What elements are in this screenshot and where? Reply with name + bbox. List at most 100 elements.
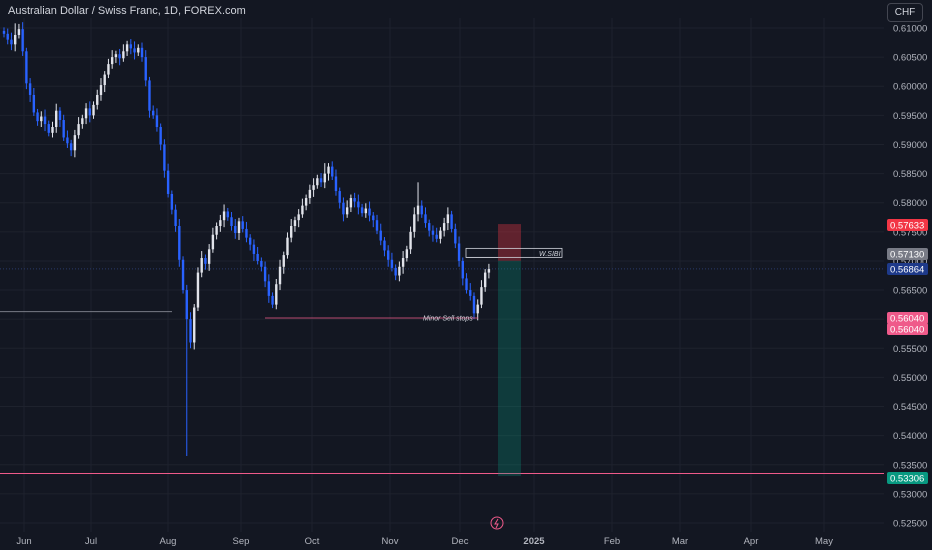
candle-body: [308, 189, 312, 199]
candle-body: [193, 307, 196, 343]
candle-body: [428, 223, 431, 231]
candle-body: [226, 211, 229, 218]
candle-body: [263, 266, 267, 282]
y-tick-label: 0.60500: [893, 53, 927, 64]
candle-body: [483, 272, 487, 288]
price-tag-bg: [887, 263, 928, 275]
candle-body: [248, 237, 252, 245]
candle-body: [10, 39, 13, 45]
candle-body: [457, 243, 461, 261]
candle-body: [155, 115, 159, 127]
candle-body: [442, 223, 446, 231]
currency-button[interactable]: CHF: [887, 3, 923, 22]
y-tick-label: 0.58500: [893, 169, 927, 180]
candle-body: [327, 166, 330, 174]
price-axis[interactable]: 0.61000 0.60500 0.60000 0.59500 0.59000 0.585…: [893, 24, 927, 530]
candle-body: [99, 85, 103, 95]
horizontal-levels: [0, 268, 884, 474]
annotations: W.SIBI Minor Sell stops: [265, 247, 563, 323]
candle-body: [144, 57, 147, 81]
replay-icon[interactable]: [490, 516, 504, 530]
candle-body: [364, 208, 368, 214]
candle-body: [174, 209, 177, 226]
candle-body: [424, 214, 427, 224]
candle-body: [323, 173, 326, 183]
price-tag-bg: [887, 248, 928, 260]
candle-body: [476, 304, 479, 314]
candle-body: [133, 48, 136, 53]
candle-body: [17, 29, 21, 35]
candle-body: [234, 226, 237, 233]
candle-body: [256, 253, 259, 261]
candle-body: [77, 124, 80, 136]
candle-body: [297, 214, 300, 221]
candle-body: [420, 205, 423, 215]
x-tick-label: Feb: [604, 536, 620, 547]
y-tick-label: 0.52500: [893, 519, 927, 530]
candle-body: [312, 185, 315, 190]
candle-body: [465, 278, 468, 291]
time-axis[interactable]: Jun Jul Aug Sep Oct Nov Dec 2025 Feb Mar Apr May: [16, 536, 833, 547]
candle-body: [431, 230, 435, 235]
candle-body: [439, 230, 442, 239]
candle-body: [237, 221, 241, 233]
y-tick-label: 0.55000: [893, 373, 927, 384]
candlestick-series: [2, 22, 491, 457]
x-tick-label: Jul: [85, 536, 97, 547]
y-tick-label: 0.56500: [893, 286, 927, 297]
candle-body: [25, 51, 28, 84]
candle-body: [435, 234, 438, 239]
candle-body: [316, 178, 319, 186]
y-tick-label: 0.54000: [893, 431, 927, 442]
candle-body: [152, 110, 155, 116]
candle-body: [13, 34, 17, 45]
candle-body: [267, 281, 271, 296]
price-tag-bg: [887, 219, 928, 231]
candle-body: [398, 266, 401, 276]
candle-body: [252, 244, 256, 254]
x-tick-label: Nov: [382, 536, 399, 547]
y-tick-label: 0.53000: [893, 489, 927, 500]
short-position-tool[interactable]: [498, 224, 521, 477]
candle-body: [405, 249, 409, 259]
candle-body: [140, 47, 144, 58]
candle-body: [166, 170, 170, 194]
candle-body: [394, 267, 397, 276]
candle-body: [469, 290, 472, 296]
candle-body: [331, 166, 334, 177]
candle-body: [241, 221, 244, 229]
candle-body: [304, 198, 308, 206]
candle-body: [390, 259, 394, 268]
candle-body: [450, 214, 453, 229]
y-tick-label: 0.53500: [893, 460, 927, 471]
candle-body: [219, 220, 222, 226]
candle-body: [58, 110, 62, 121]
candle-body: [383, 240, 386, 251]
candle-body: [103, 74, 106, 86]
stop-zone: [498, 224, 521, 261]
candle-body: [66, 137, 69, 144]
chart-title: Australian Dollar / Swiss Franc, 1D, FOR…: [8, 5, 246, 17]
candle-body: [137, 47, 140, 53]
candle-body: [211, 234, 215, 250]
candle-body: [293, 220, 297, 226]
wsibi-label: W.SIBI: [539, 251, 561, 258]
candle-body: [222, 211, 226, 221]
price-tag-label: 0.57130: [890, 250, 924, 261]
wsibi-box: [465, 247, 563, 258]
y-tick-label: 0.61000: [893, 24, 927, 35]
candle-body: [178, 226, 181, 260]
price-tag-bg: [887, 312, 928, 324]
candle-body: [334, 176, 338, 192]
candle-body: [372, 215, 375, 221]
candle-body: [196, 272, 200, 308]
x-tick-label: Jun: [16, 536, 31, 547]
candle-body: [122, 51, 125, 59]
candle-body: [207, 249, 211, 264]
candle-body: [461, 260, 464, 279]
lightning-icon: [494, 518, 499, 529]
y-tick-label: 0.60000: [893, 82, 927, 93]
candle-body: [40, 116, 43, 122]
candle-body: [36, 112, 39, 122]
